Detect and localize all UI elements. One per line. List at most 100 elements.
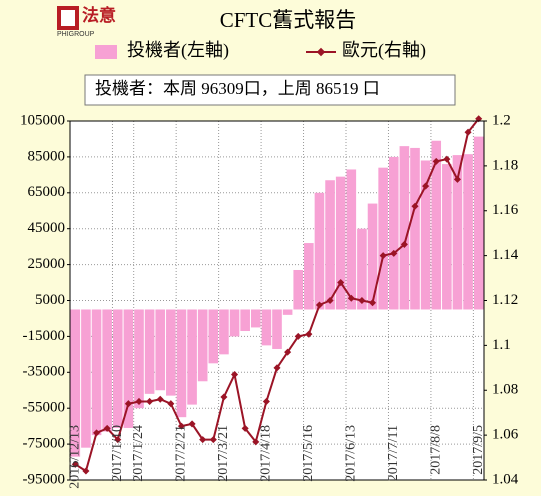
line-marker bbox=[209, 436, 217, 444]
bar bbox=[102, 309, 112, 432]
line-marker bbox=[262, 397, 270, 406]
line-marker bbox=[422, 182, 430, 190]
bar bbox=[325, 180, 335, 310]
bar bbox=[112, 309, 123, 428]
line-marker bbox=[114, 436, 122, 444]
bar bbox=[463, 154, 473, 310]
legend-label: 投機者(左軸) bbox=[127, 40, 229, 61]
y2-tick-label: 1.2 bbox=[492, 112, 511, 128]
y2-tick-label: 1.14 bbox=[492, 247, 519, 263]
legend-label: 歐元(右軸) bbox=[342, 40, 426, 61]
legend-swatch bbox=[95, 45, 117, 59]
line-marker bbox=[432, 157, 440, 165]
line-marker bbox=[337, 279, 345, 287]
bar bbox=[282, 309, 293, 315]
line-marker bbox=[294, 332, 302, 340]
y-tick-label: 65000 bbox=[28, 184, 66, 200]
y-tick-label: -95000 bbox=[23, 471, 66, 487]
line-marker bbox=[156, 395, 164, 403]
line-marker bbox=[231, 371, 239, 379]
bar bbox=[208, 309, 219, 364]
line-marker bbox=[124, 400, 132, 408]
bar bbox=[219, 309, 229, 355]
y-tick-label: -55000 bbox=[23, 400, 66, 416]
bar bbox=[378, 167, 388, 310]
bar bbox=[240, 309, 250, 332]
bar bbox=[304, 243, 314, 310]
y2-tick-label: 1.08 bbox=[492, 382, 518, 398]
line-marker bbox=[135, 397, 143, 406]
line-marker bbox=[400, 240, 408, 248]
line-marker bbox=[71, 460, 79, 468]
line-marker bbox=[453, 175, 461, 183]
y2-tick-label: 1.1 bbox=[492, 337, 511, 353]
bar bbox=[410, 147, 420, 310]
x-tick-label: 2017/6/13 bbox=[344, 425, 359, 482]
bar bbox=[388, 156, 399, 310]
bar bbox=[293, 269, 304, 310]
plot-border bbox=[69, 120, 485, 481]
line-marker bbox=[315, 301, 323, 309]
x-tick-label: 2016/12/13 bbox=[68, 425, 83, 489]
x-tick-label: 2017/2/21 bbox=[174, 425, 189, 482]
y-tick-label: 45000 bbox=[28, 220, 66, 236]
bar bbox=[229, 309, 240, 337]
logo-icon-inner bbox=[61, 10, 75, 26]
line-marker bbox=[188, 420, 196, 428]
line-marker bbox=[146, 397, 154, 406]
x-tick-label: 2017/1/24 bbox=[131, 425, 146, 482]
bar bbox=[357, 228, 367, 310]
y-tick-label: -15000 bbox=[23, 328, 66, 344]
x-tick-label: 2017/4/18 bbox=[259, 425, 274, 482]
bar bbox=[197, 309, 208, 382]
line-marker bbox=[284, 348, 292, 356]
line-marker bbox=[82, 467, 90, 475]
bar bbox=[176, 309, 187, 418]
bar bbox=[144, 309, 155, 394]
line-marker bbox=[411, 202, 419, 210]
line-marker bbox=[326, 296, 334, 305]
line-marker bbox=[369, 299, 377, 307]
x-tick-label: 2017/5/16 bbox=[301, 425, 316, 482]
line-marker bbox=[390, 249, 398, 257]
x-tick-label: 2017/1/10 bbox=[110, 425, 125, 482]
bar bbox=[250, 309, 261, 328]
line-marker bbox=[443, 155, 451, 163]
line-marker bbox=[305, 330, 313, 338]
x-tick-label: 2017/9/5 bbox=[471, 425, 486, 475]
line-marker bbox=[93, 429, 101, 437]
line-marker bbox=[220, 393, 228, 401]
x-tick-label: 2017/3/21 bbox=[216, 425, 231, 482]
y-tick-label: 25000 bbox=[28, 256, 66, 272]
line-marker bbox=[241, 424, 249, 432]
bar bbox=[123, 309, 134, 428]
line-marker bbox=[273, 364, 281, 372]
y2-tick-label: 1.04 bbox=[492, 471, 519, 487]
line-marker bbox=[347, 294, 355, 302]
bar bbox=[272, 309, 282, 349]
annotation-box bbox=[84, 74, 456, 106]
y-tick-label: 105000 bbox=[20, 112, 65, 128]
bar bbox=[91, 309, 102, 436]
bar bbox=[166, 309, 176, 396]
y2-tick-label: 1.16 bbox=[492, 202, 519, 218]
legend-marker bbox=[316, 47, 326, 57]
y-tick-label: -75000 bbox=[23, 436, 66, 452]
line-marker bbox=[103, 424, 111, 432]
line-marker bbox=[358, 296, 366, 305]
y-tick-label: 5000 bbox=[35, 292, 65, 308]
bar bbox=[134, 309, 144, 409]
bar bbox=[346, 169, 357, 310]
y2-tick-label: 1.18 bbox=[492, 157, 518, 173]
bar bbox=[187, 309, 197, 405]
y-tick-label: 85000 bbox=[28, 148, 66, 164]
bar bbox=[431, 140, 442, 310]
x-tick-label: 2017/8/8 bbox=[428, 425, 443, 475]
line-marker bbox=[167, 400, 175, 408]
bar bbox=[70, 309, 81, 457]
y-tick-label: -35000 bbox=[23, 364, 66, 380]
chart-title: CFTC舊式報告 bbox=[220, 8, 357, 32]
line-marker bbox=[177, 422, 185, 430]
